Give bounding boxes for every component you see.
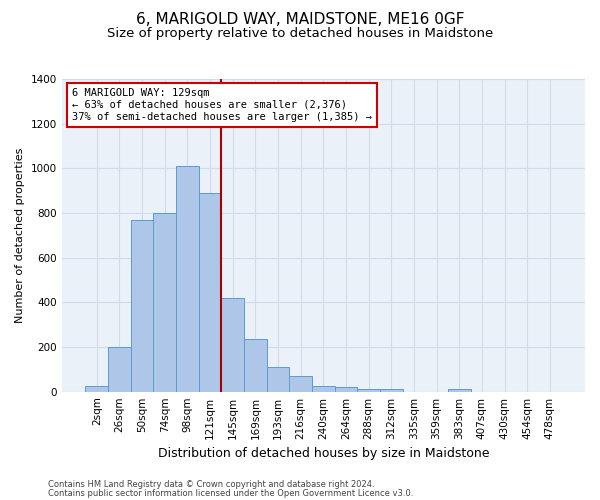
X-axis label: Distribution of detached houses by size in Maidstone: Distribution of detached houses by size …	[158, 447, 489, 460]
Text: Size of property relative to detached houses in Maidstone: Size of property relative to detached ho…	[107, 28, 493, 40]
Y-axis label: Number of detached properties: Number of detached properties	[15, 148, 25, 323]
Bar	[131, 220, 154, 392]
Bar	[289, 376, 312, 392]
Bar	[335, 387, 358, 392]
Bar	[358, 390, 380, 392]
Text: 6 MARIGOLD WAY: 129sqm
← 63% of detached houses are smaller (2,376)
37% of semi-: 6 MARIGOLD WAY: 129sqm ← 63% of detached…	[72, 88, 372, 122]
Bar	[108, 347, 131, 392]
Bar	[244, 339, 266, 392]
Bar	[199, 193, 221, 392]
Text: 6, MARIGOLD WAY, MAIDSTONE, ME16 0GF: 6, MARIGOLD WAY, MAIDSTONE, ME16 0GF	[136, 12, 464, 28]
Bar	[176, 166, 199, 392]
Bar	[380, 390, 403, 392]
Bar	[312, 386, 335, 392]
Bar	[154, 213, 176, 392]
Text: Contains public sector information licensed under the Open Government Licence v3: Contains public sector information licen…	[48, 488, 413, 498]
Bar	[85, 386, 108, 392]
Bar	[448, 390, 470, 392]
Text: Contains HM Land Registry data © Crown copyright and database right 2024.: Contains HM Land Registry data © Crown c…	[48, 480, 374, 489]
Bar	[266, 367, 289, 392]
Bar	[221, 298, 244, 392]
